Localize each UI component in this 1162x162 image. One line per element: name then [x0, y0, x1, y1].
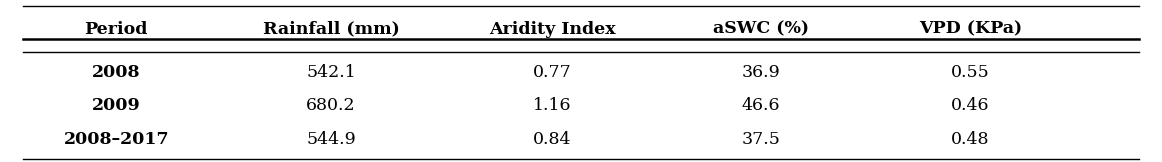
Text: 0.77: 0.77 [532, 64, 572, 81]
Text: 1.16: 1.16 [532, 97, 572, 114]
Text: Aridity Index: Aridity Index [489, 21, 615, 38]
Text: aSWC (%): aSWC (%) [713, 21, 809, 38]
Text: Rainfall (mm): Rainfall (mm) [263, 21, 400, 38]
Text: 37.5: 37.5 [741, 131, 781, 148]
Text: 0.55: 0.55 [951, 64, 990, 81]
Text: Period: Period [85, 21, 148, 38]
Text: 542.1: 542.1 [307, 64, 356, 81]
Text: 2008: 2008 [92, 64, 141, 81]
Text: 2009: 2009 [92, 97, 141, 114]
Text: VPD (KPa): VPD (KPa) [919, 21, 1021, 38]
Text: 0.46: 0.46 [951, 97, 990, 114]
Text: 0.84: 0.84 [532, 131, 572, 148]
Text: 46.6: 46.6 [741, 97, 781, 114]
Text: 2008–2017: 2008–2017 [64, 131, 168, 148]
Text: 544.9: 544.9 [307, 131, 356, 148]
Text: 680.2: 680.2 [307, 97, 356, 114]
Text: 0.48: 0.48 [951, 131, 990, 148]
Text: 36.9: 36.9 [741, 64, 781, 81]
